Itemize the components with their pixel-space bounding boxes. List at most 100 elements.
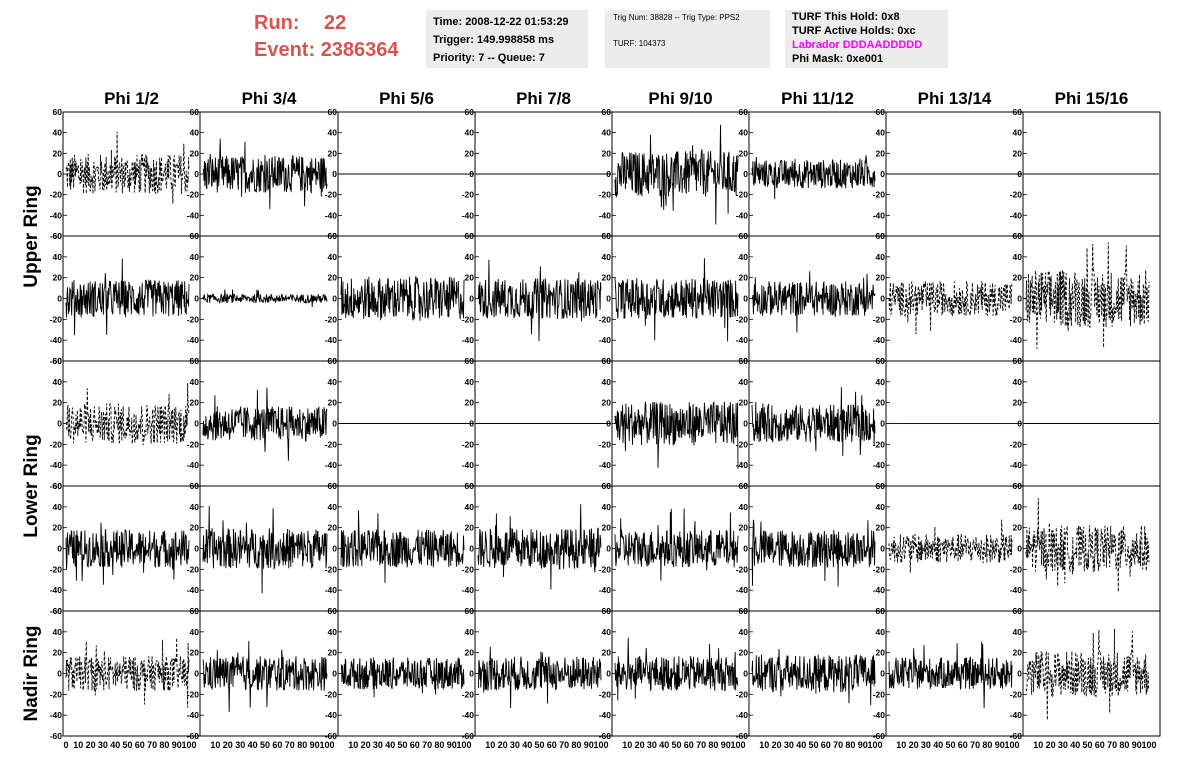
x-tick-label: 70 [970,740,980,750]
column-header: Phi 15/16 [1055,89,1129,108]
y-tick-label: 0 [606,669,611,679]
x-tick-label: 10 [348,740,358,750]
y-tick-label: 60 [328,107,338,117]
y-tick-label: -40 [462,585,475,595]
y-tick-label: 40 [53,627,63,637]
y-tick-label: 0 [606,419,611,429]
y-tick-label: 60 [1013,606,1023,616]
column-header: Phi 9/10 [648,89,712,108]
y-tick-label: -40 [1010,335,1023,345]
y-tick-label: -40 [462,335,475,345]
x-tick-label: 90 [172,740,182,750]
turf-text: TURF: 104373 [613,39,666,48]
y-tick-label: 0 [743,169,748,179]
x-tick-label: 80 [159,740,169,750]
y-tick-label: 20 [53,523,63,533]
y-tick-label: 40 [602,627,612,637]
y-tick-label: 60 [876,606,886,616]
y-tick-label: -40 [736,335,749,345]
y-tick-label: 60 [190,606,200,616]
y-tick-label: 60 [739,107,749,117]
y-tick-label: 60 [602,606,612,616]
waveform-trace [751,519,876,587]
y-tick-label: 0 [880,294,885,304]
y-tick-label: 40 [53,128,63,138]
x-tick-label: 70 [696,740,706,750]
waveform-trace [614,258,739,342]
y-tick-label: -40 [325,585,338,595]
y-tick-label: -40 [462,460,475,470]
y-tick-label: 40 [876,627,886,637]
y-tick-label: -20 [187,314,200,324]
trig-info-box: Trig Num: 38828 -- Trig Type: PPS2 TURF:… [605,10,770,68]
y-tick-label: -20 [873,439,886,449]
y-tick-label: -20 [736,314,749,324]
labrador-text: Labrador DDDAADDDDD [792,39,923,51]
y-tick-label: -20 [599,689,612,699]
y-tick-label: -60 [736,731,749,741]
waveform-trace [340,510,465,583]
y-tick-label: 0 [332,544,337,554]
y-tick-label: 60 [465,606,475,616]
y-tick-label: 0 [332,419,337,429]
x-tick-label: 40 [796,740,806,750]
x-tick-label: 10 [485,740,495,750]
x-tick-label: 100 [730,740,745,750]
x-tick-label: 70 [833,740,843,750]
waveform-trace [65,522,190,585]
y-tick-label: 60 [602,356,612,366]
x-tick-label: 90 [310,740,320,750]
y-tick-label: -20 [1010,439,1023,449]
y-tick-label: 40 [53,502,63,512]
event-label: Event: [254,39,316,61]
x-tick-label: 70 [147,740,157,750]
y-tick-label: -20 [736,190,749,200]
y-tick-label: -60 [187,731,200,741]
y-tick-label: -20 [736,564,749,574]
y-tick-label: 40 [190,627,200,637]
time-info-box: Time: 2008-12-22 01:53:29 Trigger: 149.9… [426,10,588,68]
y-tick-label: 0 [57,169,62,179]
y-tick-label: -40 [187,585,200,595]
x-tick-label: 100 [456,740,471,750]
y-tick-label: 40 [602,377,612,387]
y-tick-label: 60 [465,481,475,491]
y-tick-label: -40 [50,210,63,220]
turf-hold-text: TURF This Hold: 0x8 [792,11,900,23]
y-tick-label: -60 [50,356,63,366]
y-tick-label: 0 [194,294,199,304]
x-tick-label: 30 [647,740,657,750]
y-tick-label: 40 [190,252,200,262]
y-tick-label: 20 [876,398,886,408]
waveform-trace [65,637,190,708]
y-tick-label: 60 [602,481,612,491]
waveform-trace [1025,628,1150,721]
y-tick-label: 60 [53,107,63,117]
x-tick-label: 60 [1095,740,1105,750]
column-header: Phi 5/6 [379,89,434,108]
y-tick-label: 0 [606,294,611,304]
ring-label: Lower Ring [21,434,42,537]
x-tick-label: 100 [867,740,882,750]
y-tick-label: 60 [53,481,63,491]
y-tick-label: 40 [190,377,200,387]
y-tick-label: -20 [873,689,886,699]
y-tick-label: 20 [1013,648,1023,658]
y-tick-label: 60 [328,356,338,366]
waveform-trace [614,508,739,581]
ring-label: Nadir Ring [21,625,42,721]
x-tick-label: 10 [73,740,83,750]
x-tick-label: 60 [958,740,968,750]
x-tick-label: 50 [260,740,270,750]
x-tick-label: 40 [933,740,943,750]
y-tick-label: 0 [57,294,62,304]
